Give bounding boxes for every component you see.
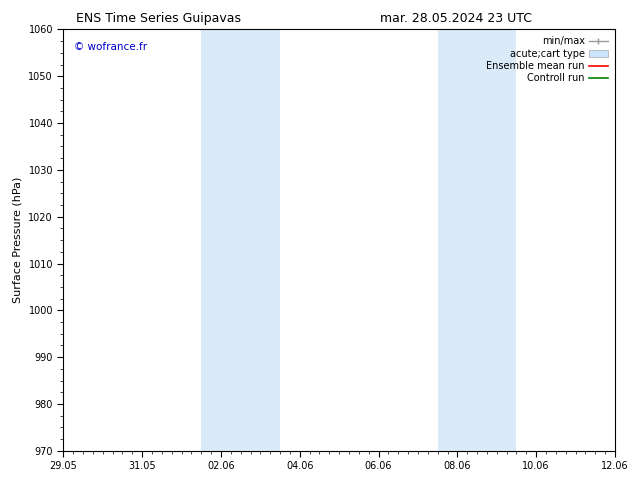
Text: © wofrance.fr: © wofrance.fr — [74, 42, 148, 52]
Bar — [437, 29, 517, 451]
Bar — [202, 29, 280, 451]
Text: mar. 28.05.2024 23 UTC: mar. 28.05.2024 23 UTC — [380, 12, 533, 25]
Legend: min/max, acute;cart type, Ensemble mean run, Controll run: min/max, acute;cart type, Ensemble mean … — [484, 34, 610, 85]
Y-axis label: Surface Pressure (hPa): Surface Pressure (hPa) — [13, 177, 23, 303]
Text: ENS Time Series Guipavas: ENS Time Series Guipavas — [76, 12, 241, 25]
